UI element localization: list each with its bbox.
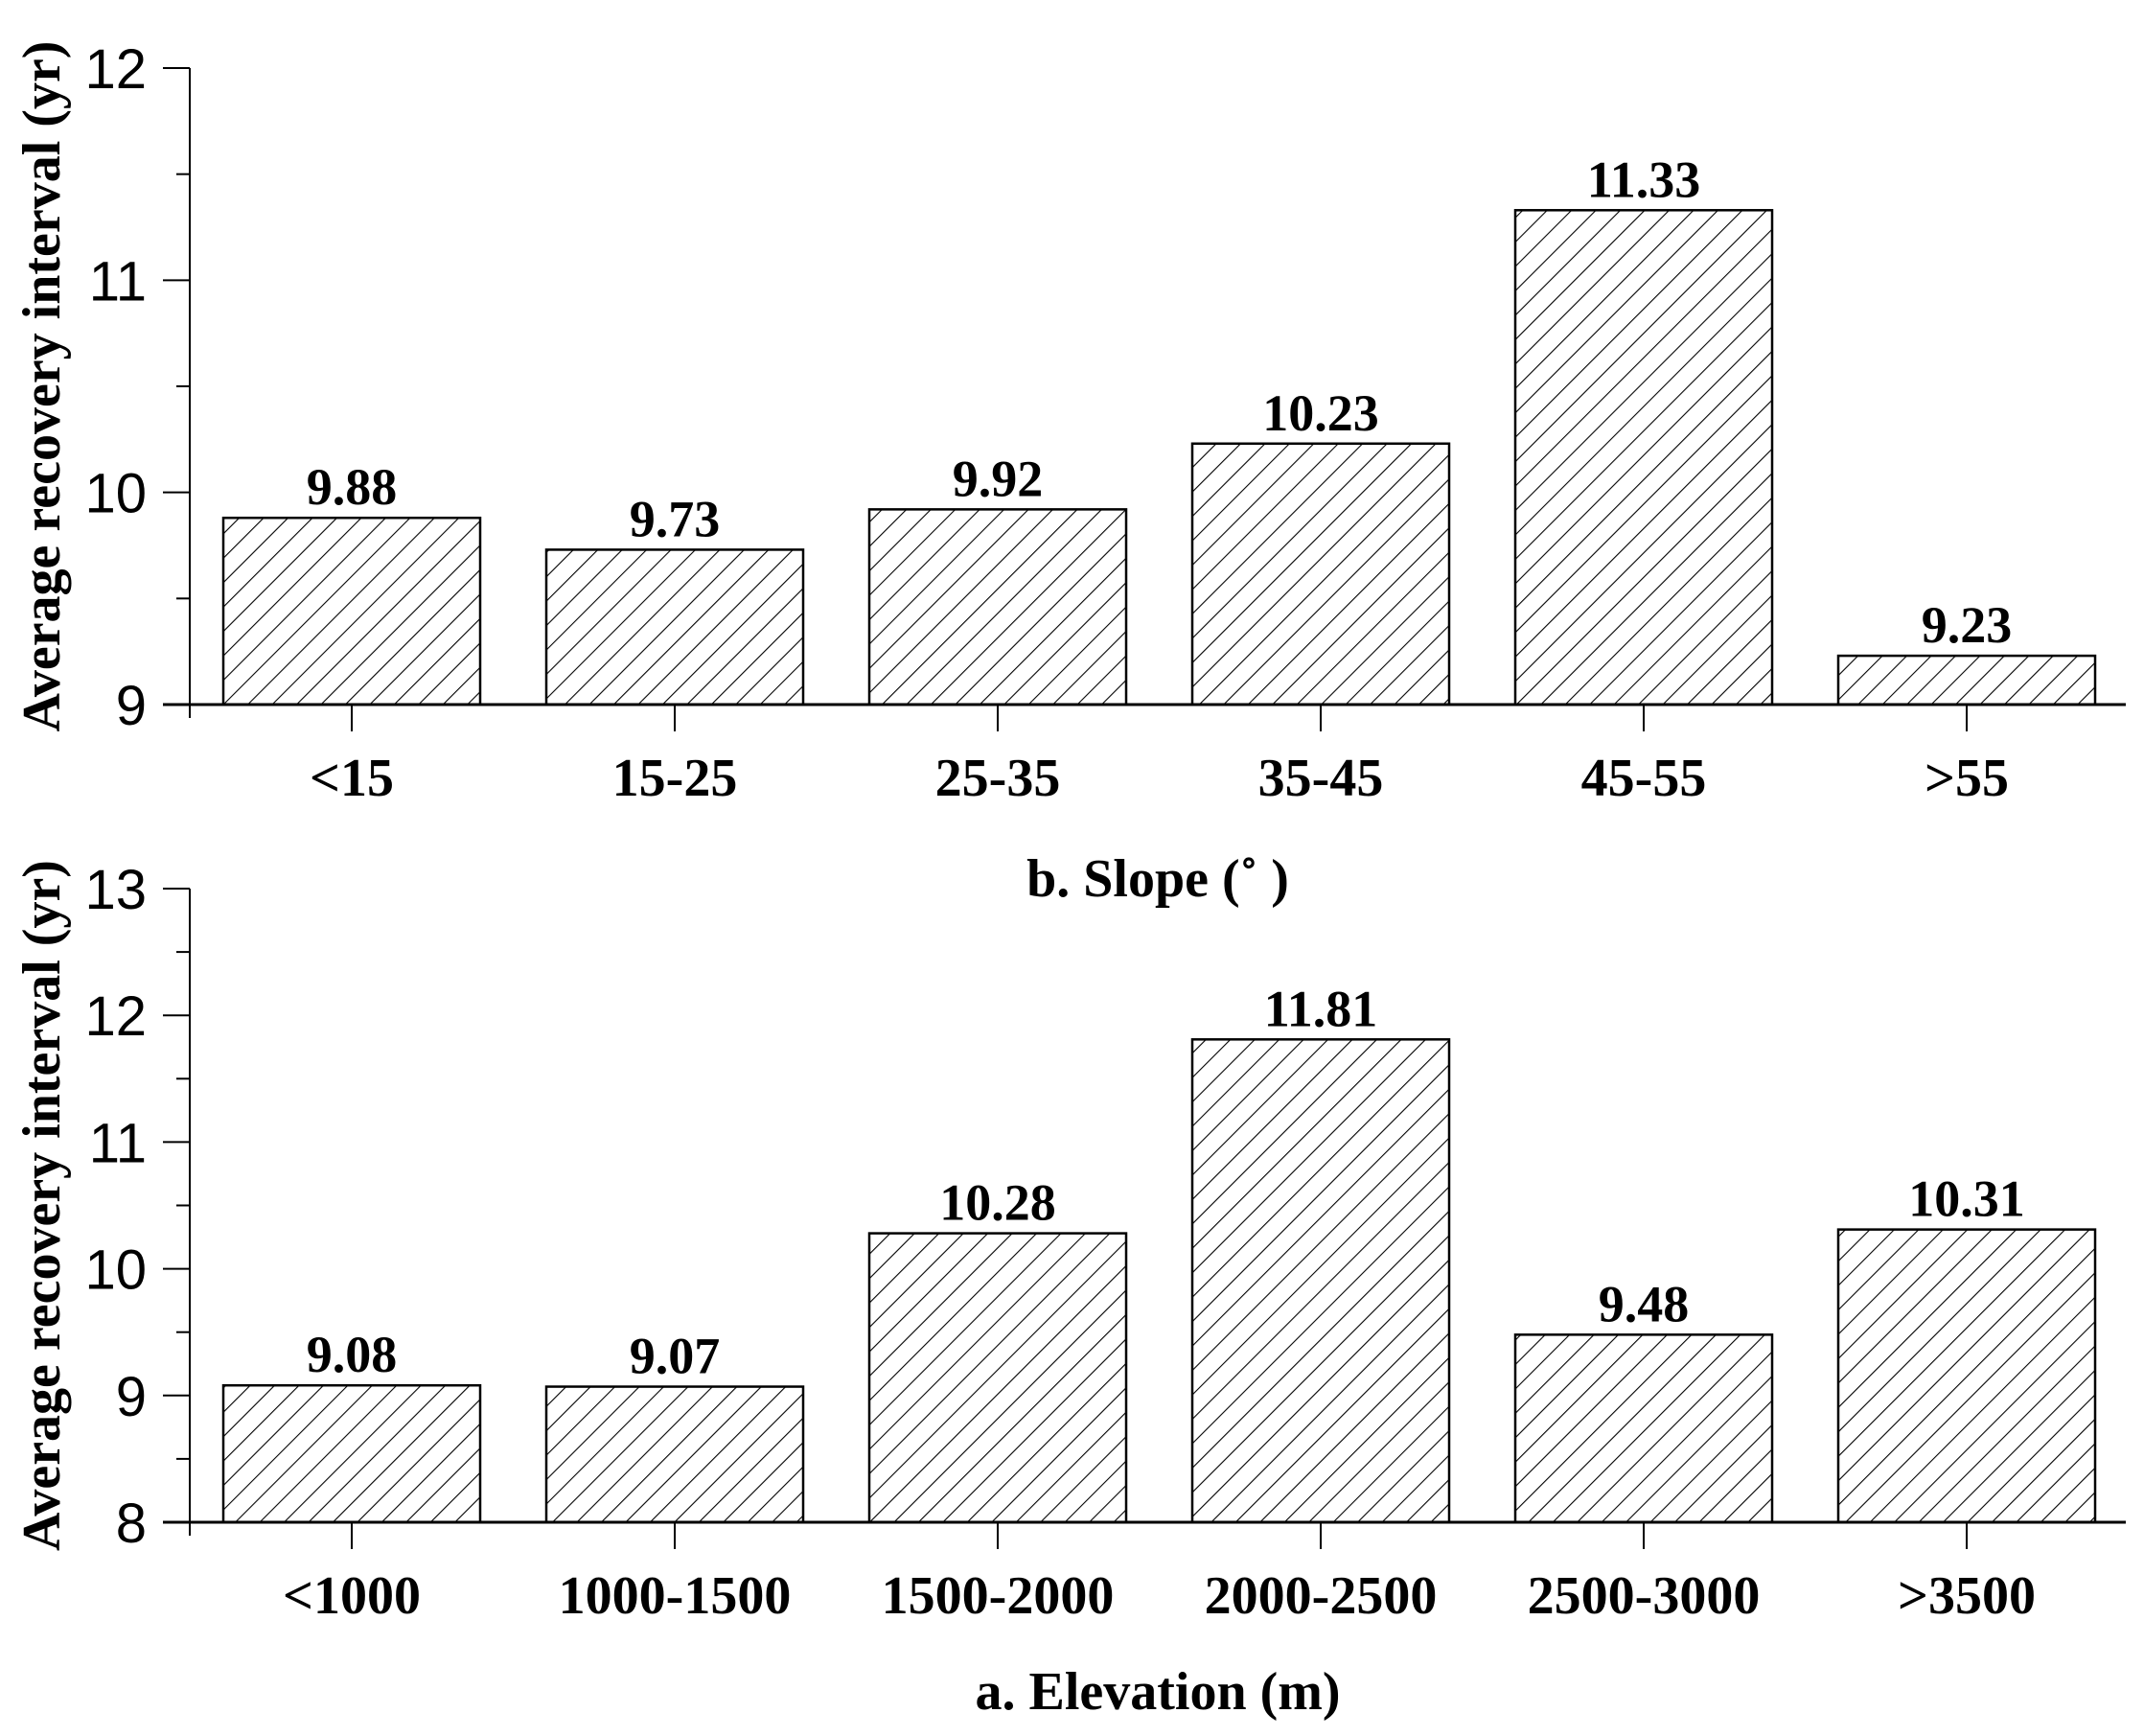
x-tick-label: 2500-3000 [1528,1566,1761,1626]
data-label: 10.31 [1908,1170,2025,1228]
bar [1836,654,2097,706]
y-tick-label: 10 [84,1239,147,1302]
x-tick-label: 2000-2500 [1205,1566,1438,1626]
x-tick-label: 25-35 [935,749,1061,808]
bar [1190,1038,1451,1524]
y-tick-label: 9 [116,1366,147,1428]
x-tick-label: >55 [1925,749,2009,808]
bar [544,548,805,706]
data-label: 10.28 [939,1174,1056,1232]
data-label: 9.48 [1599,1275,1690,1332]
y-tick-label: 10 [84,463,147,525]
x-tick-label: 35-45 [1258,749,1384,808]
bar [221,1383,482,1524]
bar [867,508,1128,706]
bar [1836,1228,2097,1524]
bar [544,1385,805,1524]
data-label: 10.23 [1262,384,1379,442]
x-tick-label: >3500 [1898,1566,2036,1626]
data-label: 9.92 [953,450,1044,507]
x-tick-label: 1000-1500 [559,1566,792,1626]
y-tick-label: 9 [116,675,147,737]
x-tick-label: 1500-2000 [882,1566,1115,1626]
bar [221,516,482,706]
data-label: 9.88 [307,458,398,516]
bar [1190,442,1451,706]
bar [1513,1333,1774,1524]
x-tick-label: 45-55 [1581,749,1707,808]
data-label: 11.81 [1264,980,1378,1037]
y-tick-label: 12 [84,38,147,101]
x-tick-label: 15-25 [612,749,738,808]
y-tick-label: 11 [89,250,147,312]
y-axis-title: Average recovery interval (yr) [12,41,72,732]
x-tick-label: <1000 [283,1566,421,1626]
x-axis-title: b. Slope (˚ ) [1026,849,1289,909]
y-axis-title: Average recovery interval (yr) [12,860,72,1551]
y-tick-label: 12 [84,985,147,1048]
data-label: 9.73 [630,490,721,547]
y-tick-label: 11 [89,1112,147,1174]
data-label: 9.23 [1922,596,2013,654]
bar [867,1232,1128,1524]
data-label: 11.33 [1587,150,1701,208]
x-tick-label: <15 [310,749,394,808]
data-label: 9.07 [630,1328,721,1385]
x-axis-title: a. Elevation (m) [975,1662,1340,1722]
data-label: 9.08 [307,1326,398,1383]
y-tick-label: 8 [116,1493,147,1555]
y-tick-label: 13 [84,859,147,921]
bar [1513,209,1774,706]
